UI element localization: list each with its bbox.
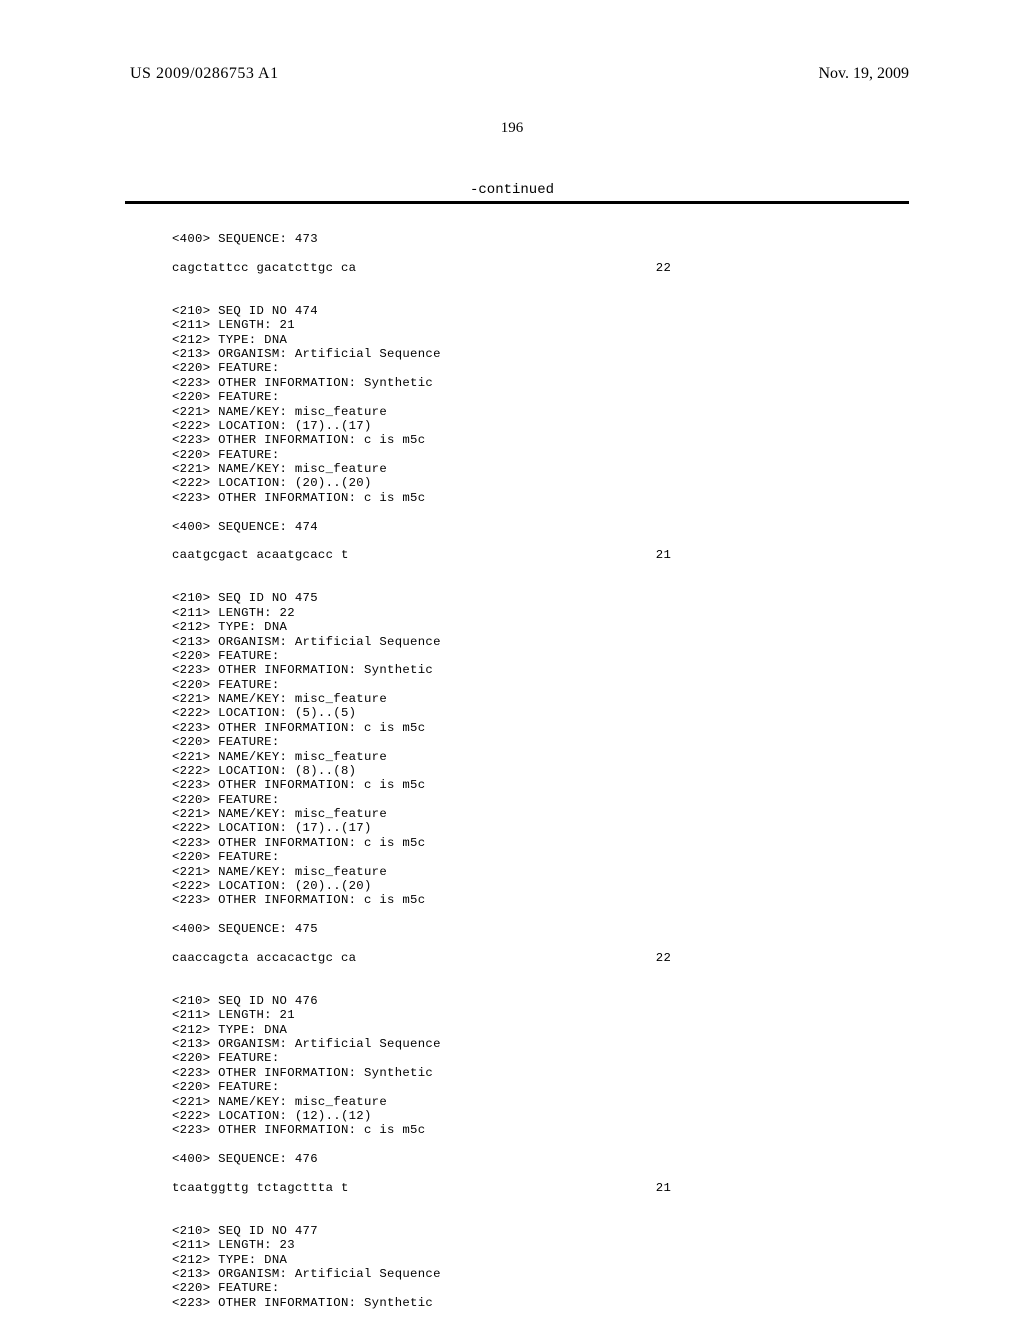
continued-label: -continued xyxy=(0,182,1024,198)
publication-number: US 2009/0286753 A1 xyxy=(130,65,279,83)
sequence-listing: <400> SEQUENCE: 473 cagctattcc gacatcttg… xyxy=(172,232,1024,1310)
page-header: US 2009/0286753 A1 Nov. 19, 2009 xyxy=(0,0,1024,65)
publication-date: Nov. 19, 2009 xyxy=(818,65,909,83)
rule-bottom xyxy=(125,202,909,204)
page-number: 196 xyxy=(0,120,1024,137)
